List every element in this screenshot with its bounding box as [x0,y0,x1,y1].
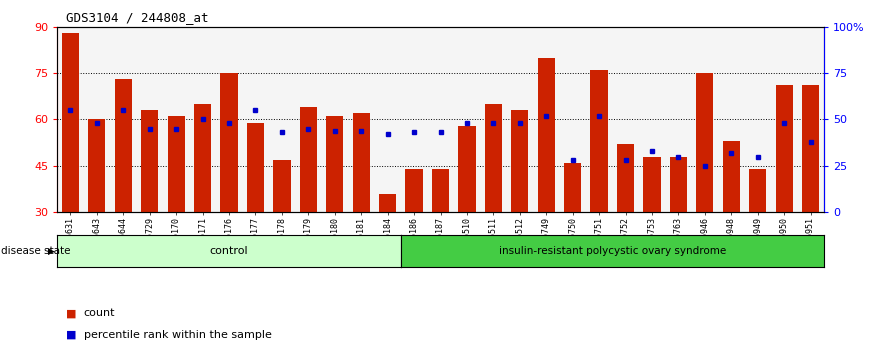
Bar [643,156,661,212]
Bar [88,120,106,212]
Bar [590,70,608,212]
Bar [537,58,555,212]
Bar [300,107,317,212]
Text: GDS3104 / 244808_at: GDS3104 / 244808_at [66,11,209,24]
Text: control: control [210,246,248,256]
Bar [617,144,634,212]
Bar [485,104,502,212]
Bar [352,113,370,212]
Bar [379,194,396,212]
Bar [564,163,581,212]
Bar [802,85,819,212]
Text: count: count [84,308,115,318]
Text: ▶: ▶ [48,247,55,256]
Text: percentile rank within the sample: percentile rank within the sample [84,330,271,339]
Bar [220,73,238,212]
Text: ■: ■ [66,308,77,318]
Bar [722,141,740,212]
Bar [141,110,159,212]
Bar [432,169,449,212]
Bar [670,156,687,212]
Bar [194,104,211,212]
Bar [458,126,476,212]
Bar [247,122,264,212]
Bar [511,110,529,212]
Text: ■: ■ [66,330,77,339]
Bar [167,116,185,212]
Bar [273,160,291,212]
Bar [749,169,766,212]
Text: disease state: disease state [1,246,70,256]
Bar [405,169,423,212]
Text: insulin-resistant polycystic ovary syndrome: insulin-resistant polycystic ovary syndr… [499,246,726,256]
Bar [62,33,79,212]
Bar [696,73,714,212]
Bar [326,116,344,212]
Bar [775,85,793,212]
Bar [115,79,132,212]
